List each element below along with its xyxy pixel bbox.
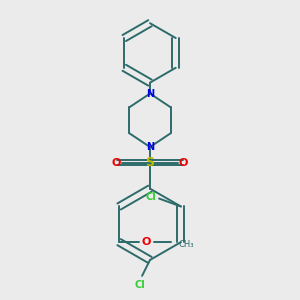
Text: Cl: Cl bbox=[146, 192, 157, 202]
Text: N: N bbox=[146, 88, 154, 98]
Text: CH₃: CH₃ bbox=[178, 240, 194, 249]
Text: Cl: Cl bbox=[135, 280, 146, 290]
Text: O: O bbox=[112, 158, 121, 168]
Text: N: N bbox=[146, 142, 154, 152]
Text: S: S bbox=[146, 156, 154, 170]
Text: O: O bbox=[141, 237, 151, 247]
Text: O: O bbox=[179, 158, 188, 168]
